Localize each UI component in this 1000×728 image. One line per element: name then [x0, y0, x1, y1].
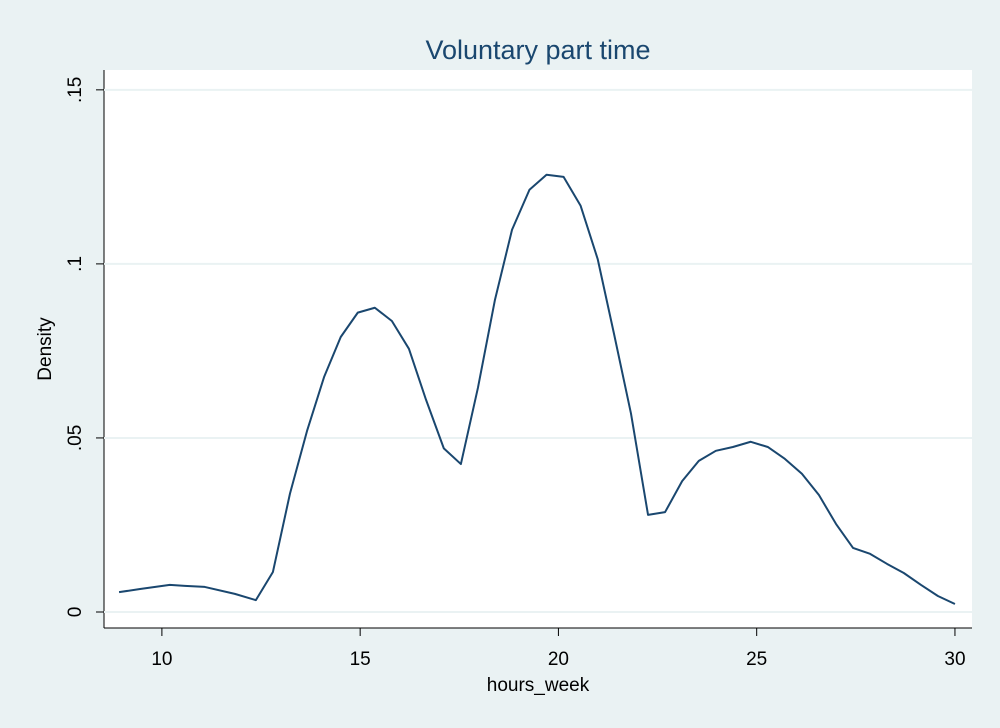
- plot-region: [104, 70, 972, 628]
- x-tick-label: 25: [746, 649, 767, 670]
- y-tick-label: .1: [65, 256, 86, 272]
- x-tick-label: 10: [151, 649, 172, 670]
- y-tick-label: 0: [65, 607, 86, 618]
- x-tick-label: 20: [548, 649, 569, 670]
- density-line: [118, 173, 956, 605]
- chart-title: Voluntary part time: [425, 35, 650, 65]
- x-axis-label: hours_week: [487, 675, 590, 696]
- y-axis-label: Density: [35, 317, 56, 381]
- y-tick-label: .15: [65, 77, 86, 103]
- y-tick-label: .05: [65, 425, 86, 451]
- x-tick-label: 30: [944, 649, 965, 670]
- x-tick-label: 15: [350, 649, 371, 670]
